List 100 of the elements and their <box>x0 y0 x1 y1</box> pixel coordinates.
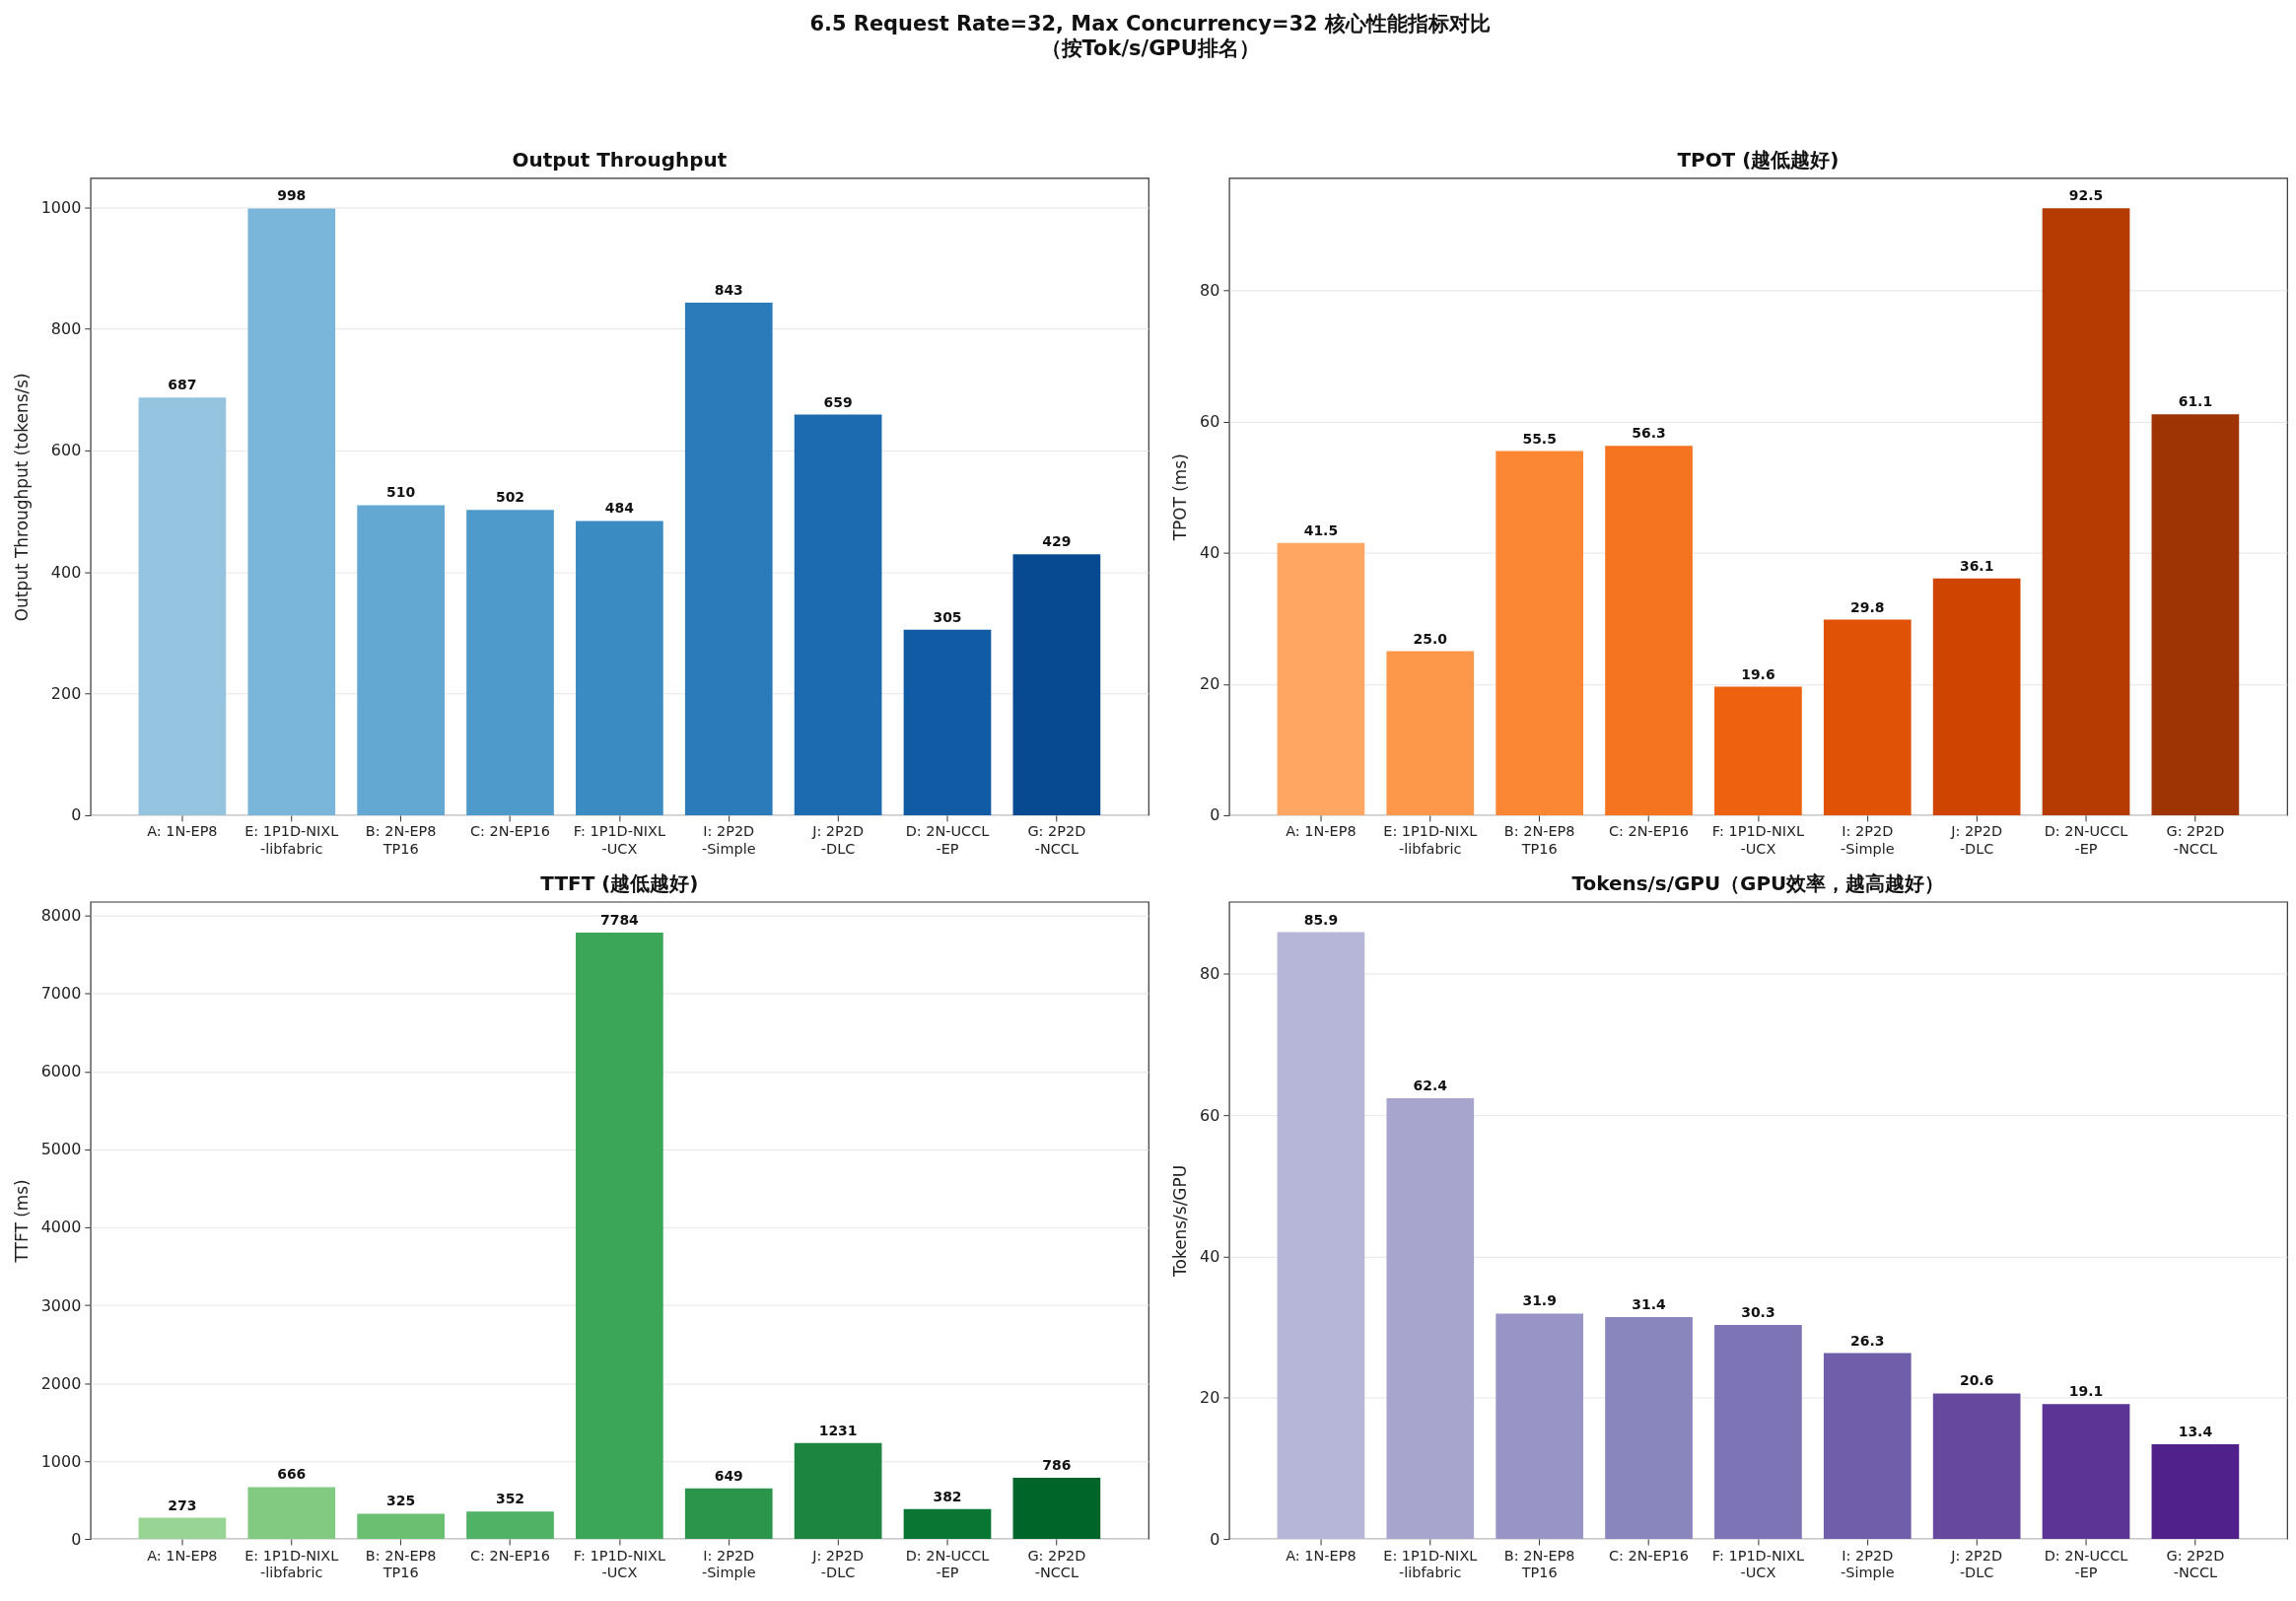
y-tick-label: 60 <box>1200 412 1220 432</box>
bar <box>576 933 663 1540</box>
y-tick-label: 80 <box>1200 964 1220 984</box>
data-label: 305 <box>933 608 962 625</box>
data-label: 484 <box>604 500 635 517</box>
y-tick-label: 6000 <box>40 1062 82 1081</box>
x-tick-label: F: 1P1D-NIXL -UCX <box>573 823 665 858</box>
data-label: 510 <box>386 484 416 501</box>
y-axis-title: TTFT (ms) <box>11 1179 32 1264</box>
bar <box>684 1488 773 1540</box>
bar <box>1932 578 2021 815</box>
y-tick-label: 5000 <box>40 1140 82 1159</box>
x-tick-label: G: 2P2D -NCCL <box>2166 823 2225 858</box>
y-tick-label: 80 <box>1200 280 1220 300</box>
data-label: 30.3 <box>1741 1303 1775 1320</box>
x-tick-label: B: 2N-EP8 TP16 <box>365 823 437 858</box>
bar <box>1714 1324 1802 1540</box>
data-label: 273 <box>168 1497 197 1513</box>
x-tick-label: A: 1N-EP8 <box>147 1547 218 1564</box>
x-tick-label: D: 2N-UCCL -EP <box>2044 823 2128 858</box>
data-label: 56.3 <box>1632 425 1666 442</box>
y-tick-label: 800 <box>50 319 82 339</box>
data-label: 502 <box>495 489 525 506</box>
y-tick-label: 1000 <box>40 197 82 217</box>
bar <box>247 1487 336 1540</box>
bar <box>794 1442 882 1540</box>
y-tick-label: 3000 <box>40 1295 82 1315</box>
x-tick-label: D: 2N-UCCL -EP <box>905 1547 990 1581</box>
x-tick-label: D: 2N-UCCL -EP <box>905 823 990 858</box>
x-tick-label: C: 2N-EP16 <box>469 1547 551 1564</box>
y-tick-label: 40 <box>1200 1246 1220 1266</box>
bar <box>357 505 445 815</box>
bar <box>2151 1444 2240 1540</box>
x-tick-label: J: 2P2D -DLC <box>811 823 865 858</box>
x-tick-label: A: 1N-EP8 <box>147 823 218 840</box>
bar <box>576 521 663 815</box>
data-label: 843 <box>714 282 743 299</box>
y-tick-label: 7000 <box>40 984 82 1004</box>
text: 6.5 Request Rate=32, Max Concurrency=32 核心性能指标对比 <box>809 12 1491 36</box>
data-label: 55.5 <box>1522 430 1557 447</box>
data-label: 649 <box>714 1467 743 1484</box>
bar <box>466 1511 554 1540</box>
y-tick-label: 60 <box>1200 1105 1220 1125</box>
data-label: 352 <box>495 1491 525 1507</box>
x-tick-label: E: 1P1D-NIXL -libfabric <box>1383 1547 1478 1581</box>
data-label: 659 <box>823 393 853 410</box>
data-label: 19.1 <box>2068 1383 2104 1400</box>
x-tick-label: G: 2P2D -NCCL <box>1027 1547 1086 1581</box>
x-tick-label: B: 2N-EP8 TP16 <box>1503 823 1575 858</box>
data-label: 41.5 <box>1303 522 1339 538</box>
data-label: 13.4 <box>2178 1424 2213 1440</box>
y-tick-label: 4000 <box>40 1218 82 1237</box>
bar <box>1386 1097 1475 1540</box>
bar <box>247 208 336 815</box>
bar <box>903 629 992 815</box>
bar <box>1605 1317 1693 1540</box>
bar <box>1714 686 1802 815</box>
y-tick-label: 200 <box>50 684 82 704</box>
x-tick-label: D: 2N-UCCL -EP <box>2044 1547 2128 1581</box>
y-tick-label: 600 <box>50 441 82 460</box>
x-tick-label: C: 2N-EP16 <box>1609 823 1690 840</box>
x-tick-label: A: 1N-EP8 <box>1286 823 1357 840</box>
bar <box>2042 1404 2130 1540</box>
x-tick-label: I: 2P2D -Simple <box>701 1547 756 1581</box>
chart-title: TPOT (越低越好) <box>1677 147 1840 172</box>
x-tick-label: E: 1P1D-NIXL -libfabric <box>1383 823 1478 858</box>
bar <box>466 510 554 815</box>
bar <box>138 397 227 815</box>
x-tick-label: F: 1P1D-NIXL -UCX <box>1711 1547 1804 1581</box>
x-tick-label: E: 1P1D-NIXL -libfabric <box>244 823 339 858</box>
data-label: 25.0 <box>1413 630 1448 647</box>
data-label: 29.8 <box>1850 598 1885 615</box>
bar <box>684 303 773 815</box>
bar <box>1605 446 1693 815</box>
y-axis-title: Tokens/s/GPU <box>1170 1164 1191 1278</box>
bar <box>1012 554 1101 815</box>
y-tick-label: 20 <box>1200 1388 1220 1408</box>
bar <box>138 1517 227 1540</box>
y-tick-label: 400 <box>50 562 82 582</box>
y-tick-label: 0 <box>71 805 82 825</box>
data-label: 31.9 <box>1522 1292 1557 1309</box>
chart-title: TTFT (越低越好) <box>540 870 699 895</box>
bar <box>794 414 882 815</box>
x-tick-label: I: 2P2D -Simple <box>1840 1547 1895 1581</box>
chart-title: Output Throughput <box>512 147 728 172</box>
x-tick-label: F: 1P1D-NIXL -UCX <box>573 1547 665 1581</box>
x-tick-label: I: 2P2D -Simple <box>1840 823 1895 858</box>
bar <box>2151 414 2240 815</box>
y-axis-title: TPOT (ms) <box>1170 453 1191 542</box>
data-label: 62.4 <box>1413 1077 1448 1093</box>
data-label: 61.1 <box>2178 393 2213 410</box>
bar <box>1012 1477 1101 1540</box>
x-tick-label: I: 2P2D -Simple <box>701 823 756 858</box>
y-tick-label: 40 <box>1200 543 1220 563</box>
data-label: 998 <box>277 187 307 204</box>
text: （按Tok/s/GPU排名） <box>1040 36 1260 61</box>
x-tick-label: G: 2P2D -NCCL <box>1027 823 1086 858</box>
data-label: 26.3 <box>1850 1332 1885 1349</box>
bar <box>1823 1353 1912 1540</box>
x-tick-label: E: 1P1D-NIXL -libfabric <box>244 1547 339 1581</box>
